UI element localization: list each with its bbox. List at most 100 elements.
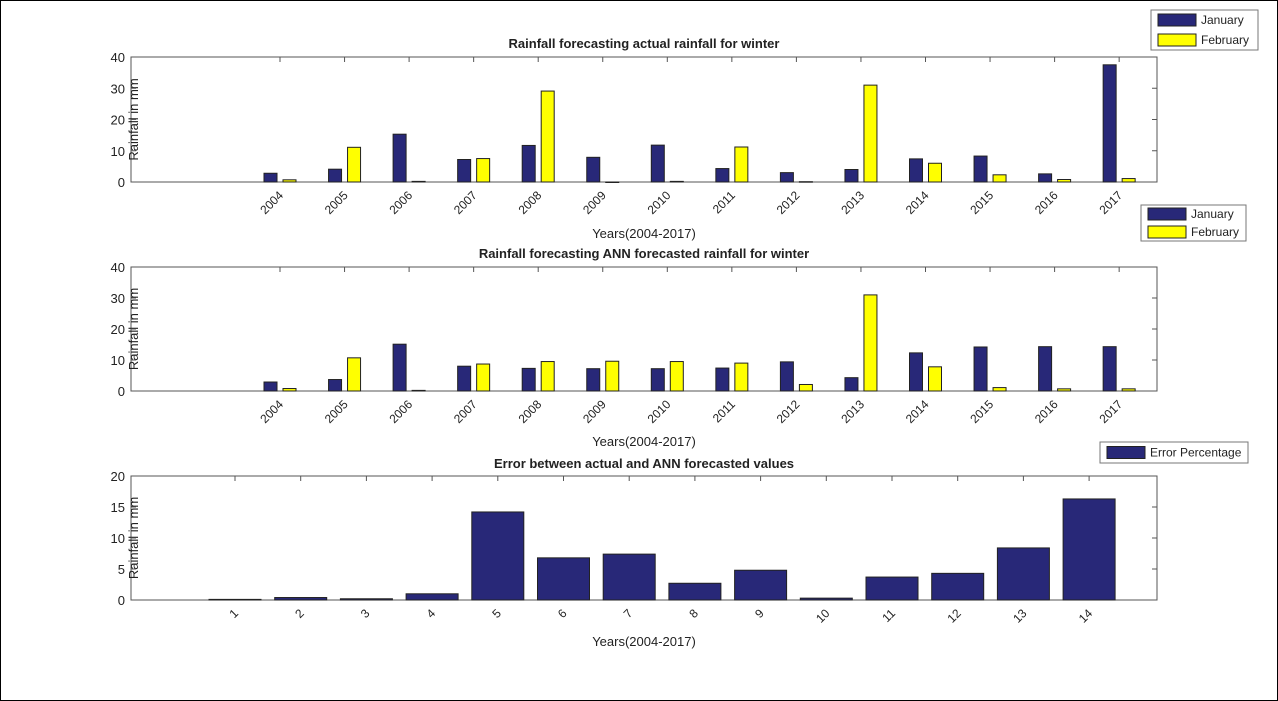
y-tick-label: 15 bbox=[111, 500, 125, 515]
bar-february bbox=[798, 383, 813, 392]
bar-error-percentage bbox=[996, 547, 1050, 601]
bar-january bbox=[844, 377, 859, 392]
x-tick-label: 1 bbox=[226, 606, 241, 621]
x-tick-label: 2011 bbox=[710, 188, 738, 216]
bar-january bbox=[973, 155, 988, 183]
x-tick-label: 5 bbox=[489, 606, 504, 621]
bar-january bbox=[521, 144, 536, 183]
bar-error-percentage bbox=[405, 593, 459, 601]
x-tick-label: 2016 bbox=[1032, 188, 1061, 217]
bar-january bbox=[909, 158, 923, 183]
bar-error-percentage bbox=[208, 598, 262, 601]
bar-error-percentage bbox=[537, 557, 590, 601]
x-tick-label: 2012 bbox=[774, 397, 803, 426]
bar-january bbox=[328, 168, 343, 183]
bar-february bbox=[347, 357, 362, 392]
bar-february bbox=[282, 388, 297, 392]
x-tick-label: 3 bbox=[358, 606, 373, 621]
x-tick-label: 2014 bbox=[903, 397, 932, 426]
bar-february bbox=[734, 146, 749, 183]
x-tick-label: 2017 bbox=[1096, 188, 1125, 217]
x-tick-label: 2004 bbox=[257, 188, 286, 217]
y-tick-label: 0 bbox=[118, 593, 125, 608]
bar-january bbox=[521, 367, 536, 392]
bar-february bbox=[605, 181, 620, 183]
x-tick-label: 2005 bbox=[322, 188, 351, 217]
legend-swatch bbox=[1147, 225, 1187, 239]
y-tick-label: 20 bbox=[111, 322, 125, 337]
bar-february bbox=[1057, 179, 1072, 183]
bar-january bbox=[1038, 346, 1053, 392]
bar-error-percentage bbox=[1062, 498, 1116, 601]
chart-title: Rainfall forecasting actual rainfall for… bbox=[509, 36, 780, 51]
legend-swatch bbox=[1147, 207, 1187, 221]
bar-january bbox=[263, 172, 278, 183]
bar-february bbox=[863, 84, 878, 183]
x-tick-label: 2013 bbox=[838, 188, 867, 217]
bar-february bbox=[928, 162, 942, 183]
x-tick-label: 9 bbox=[752, 606, 767, 621]
bar-january bbox=[1102, 346, 1117, 392]
bar-january bbox=[457, 159, 472, 183]
legend-label: February bbox=[1201, 33, 1249, 47]
x-axis-label: Years(2004-2017) bbox=[592, 226, 696, 241]
bar-february bbox=[992, 387, 1007, 392]
bar-error-percentage bbox=[471, 511, 525, 601]
x-tick-label: 8 bbox=[686, 606, 701, 621]
x-tick-label: 2008 bbox=[516, 188, 545, 217]
bar-january bbox=[779, 361, 794, 392]
bar-february bbox=[476, 363, 491, 392]
bar-february bbox=[669, 180, 684, 183]
bar-january bbox=[263, 381, 278, 392]
bar-error-percentage bbox=[602, 553, 656, 601]
bar-february bbox=[540, 361, 555, 392]
bar-february bbox=[928, 366, 942, 392]
x-tick-label: 12 bbox=[944, 606, 964, 626]
x-tick-label: 7 bbox=[621, 606, 636, 621]
bar-january bbox=[715, 168, 730, 183]
legend-swatch bbox=[1157, 33, 1197, 47]
x-axis-label: Years(2004-2017) bbox=[592, 634, 696, 649]
x-tick-label: 4 bbox=[424, 606, 439, 621]
plot-area bbox=[130, 266, 1158, 392]
bar-february bbox=[1121, 178, 1136, 183]
bar-january bbox=[973, 346, 988, 392]
y-tick-label: 40 bbox=[111, 50, 125, 65]
bar-february bbox=[411, 389, 426, 392]
legend-swatch bbox=[1106, 446, 1146, 459]
bar-error-percentage bbox=[799, 597, 853, 601]
y-tick-label: 0 bbox=[118, 175, 125, 190]
legend-label: January bbox=[1191, 207, 1234, 221]
x-axis-label: Years(2004-2017) bbox=[592, 434, 696, 449]
legend-label: February bbox=[1191, 225, 1239, 239]
chart-title: Error between actual and ANN forecasted … bbox=[494, 456, 794, 471]
chart-title: Rainfall forecasting ANN forecasted rain… bbox=[479, 246, 809, 261]
bar-january bbox=[650, 144, 665, 183]
bar-february bbox=[605, 360, 620, 392]
x-tick-label: 2017 bbox=[1096, 397, 1125, 426]
y-tick-label: 40 bbox=[111, 260, 125, 275]
bar-january bbox=[586, 156, 601, 183]
x-tick-label: 2016 bbox=[1032, 397, 1061, 426]
bar-january bbox=[392, 133, 407, 183]
x-tick-label: 2011 bbox=[710, 397, 738, 425]
bar-error-percentage bbox=[274, 597, 328, 601]
bar-january bbox=[779, 172, 794, 183]
x-tick-label: 2007 bbox=[451, 397, 480, 426]
bar-february bbox=[1121, 388, 1136, 392]
bar-february bbox=[863, 294, 878, 392]
x-tick-label: 2008 bbox=[516, 397, 545, 426]
y-tick-label: 10 bbox=[111, 353, 125, 368]
bar-february bbox=[411, 180, 426, 183]
x-tick-label: 2014 bbox=[903, 188, 932, 217]
legend-swatch bbox=[1157, 13, 1197, 27]
x-tick-label: 2006 bbox=[386, 397, 415, 426]
bar-january bbox=[1102, 64, 1117, 183]
legend-label: Error Percentage bbox=[1150, 446, 1242, 460]
legend-label: January bbox=[1201, 13, 1244, 27]
bar-january bbox=[650, 368, 665, 392]
x-tick-label: 2010 bbox=[645, 397, 674, 426]
x-tick-label: 2015 bbox=[967, 397, 996, 426]
bar-february bbox=[540, 90, 555, 183]
